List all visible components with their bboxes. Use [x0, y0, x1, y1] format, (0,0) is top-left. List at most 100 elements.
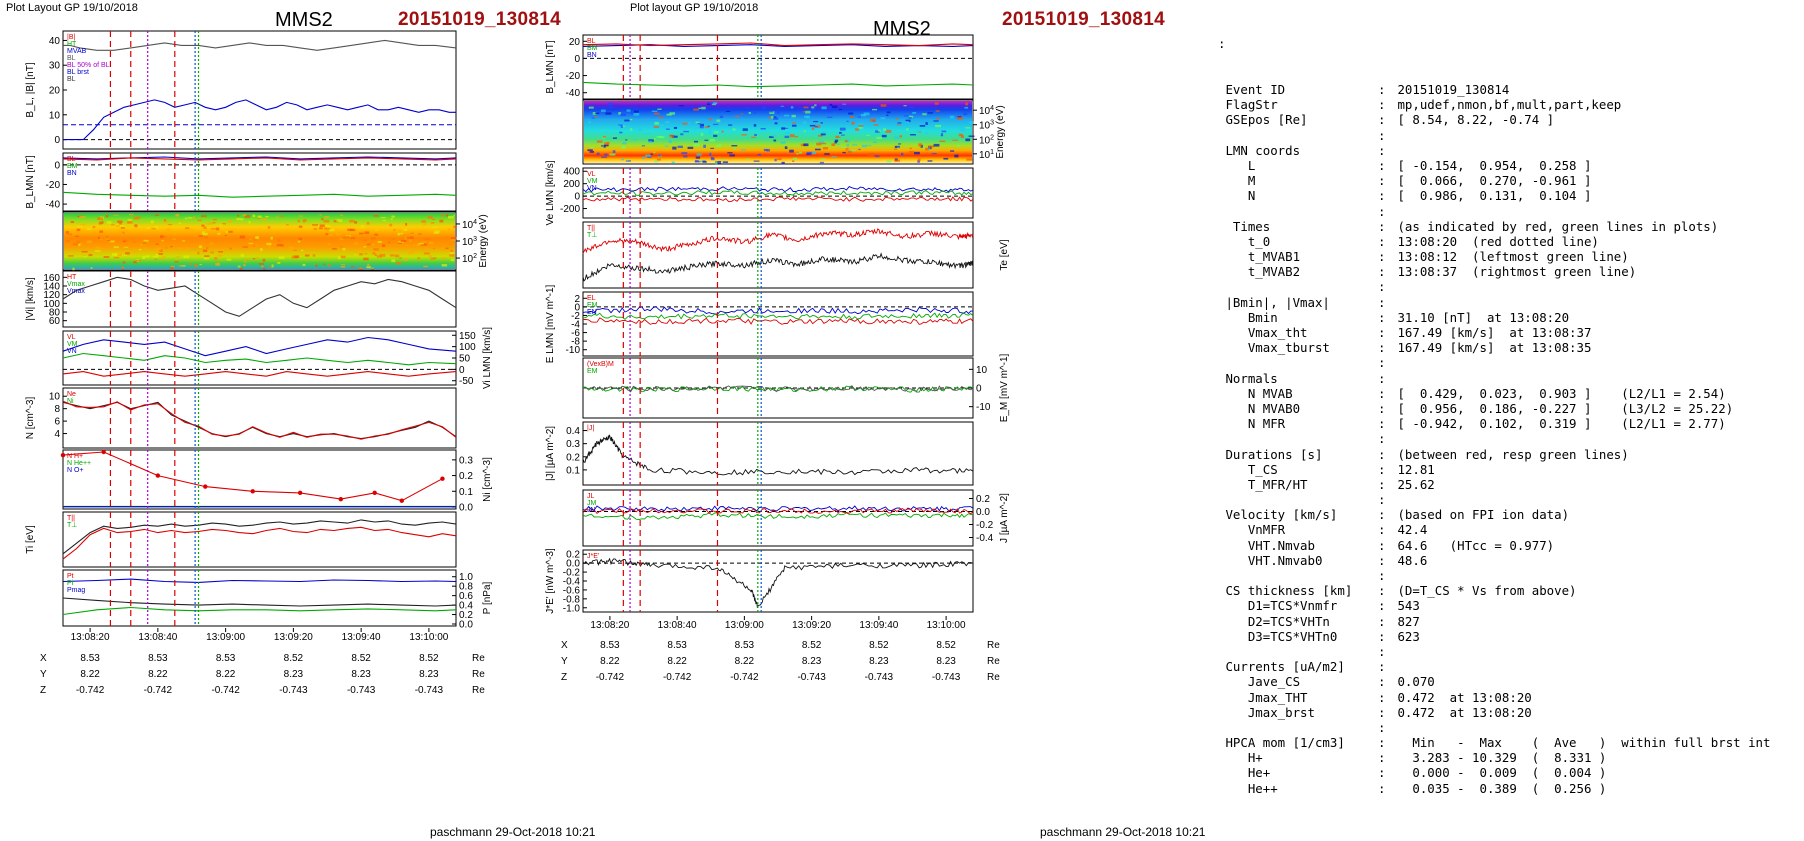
spectrogram-cell — [918, 143, 922, 147]
spectrogram-cell — [773, 117, 779, 120]
spectrogram-cell — [780, 141, 786, 144]
pos-row-label: X — [561, 640, 568, 651]
series-line — [62, 191, 457, 198]
summary-key — [1218, 128, 1378, 143]
spectrogram-cell — [899, 135, 902, 138]
spectrogram-cell — [681, 152, 688, 155]
spectrogram-cell — [606, 132, 609, 134]
spectrogram-cell — [83, 255, 87, 257]
series-line — [63, 39, 457, 51]
summary-row: t_MVAB1: 13:08:12 (leftmost green line) — [1218, 249, 1804, 264]
spectrogram-cell — [146, 227, 151, 229]
summary-row: M: [ 0.066, 0.270, -0.961 ] — [1218, 173, 1804, 188]
subplot-L3: 104 103 102 Energy (eV) — [62, 211, 489, 271]
spectrogram-cell — [784, 146, 788, 150]
spectrogram-cell — [784, 135, 790, 139]
legend-entry: BM — [587, 45, 598, 52]
spectrogram-cell — [958, 133, 963, 137]
spectrogram-cell — [897, 122, 902, 124]
pos-row-label: Y — [40, 669, 47, 680]
spectrogram-cell — [710, 157, 715, 161]
spectrogram-cell — [359, 232, 364, 235]
spectrogram-cell — [185, 247, 188, 250]
summary-row: : — [1218, 355, 1804, 370]
spectrogram-cell — [151, 228, 157, 230]
spectrogram-cell — [249, 238, 252, 240]
spectrogram-cell — [919, 125, 926, 127]
spectrogram-cell — [651, 110, 658, 113]
spectrogram-cell — [312, 254, 316, 257]
summary-key: N MVAB — [1218, 385, 1293, 401]
spectrogram-cell — [683, 130, 689, 133]
summary-colon: : — [1378, 765, 1386, 781]
spectrogram-cell — [886, 111, 891, 114]
spectrogram-cell — [340, 265, 346, 268]
spectrogram-cell — [894, 159, 900, 162]
spectrogram-cell — [371, 267, 374, 270]
summary-value: 827 — [1390, 613, 1420, 629]
spectrogram-cell — [373, 214, 379, 217]
spectrogram-cell — [693, 140, 699, 143]
legend-entry: JM — [587, 500, 597, 507]
spectrogram-cell — [203, 257, 210, 260]
spectrogram-cell — [375, 229, 378, 231]
summary-value — [1390, 295, 1397, 310]
spectrogram-cell — [276, 243, 283, 247]
spectrogram-cell — [760, 127, 766, 130]
spectrogram-cell — [271, 264, 274, 268]
summary-key: Jmax_brst — [1218, 704, 1315, 720]
summary-row: D1=TCS*Vnmfr: 543 — [1218, 598, 1804, 613]
spectrogram-cell — [183, 255, 190, 259]
spectrogram-cell — [811, 151, 817, 155]
spectrogram-cell — [799, 151, 802, 154]
spectrogram-cell — [257, 215, 262, 218]
tick-label: -8 — [571, 337, 580, 348]
spectrogram-cell — [829, 103, 833, 107]
spectrogram-cell — [588, 106, 594, 109]
pos-value: 8.23 — [419, 669, 439, 680]
spectrogram-cell — [450, 237, 457, 240]
summary-colon: : — [1378, 689, 1386, 705]
spectrogram-cell — [350, 237, 356, 239]
subplot-frame — [62, 569, 457, 627]
tick-label: 30 — [49, 61, 61, 72]
summary-value — [1390, 143, 1397, 158]
pos-value: 8.52 — [419, 653, 439, 664]
spectrogram-cell — [657, 108, 662, 110]
spectrogram-cell — [254, 238, 257, 241]
spectrogram-cell — [716, 144, 721, 148]
spectrogram-cell — [406, 237, 410, 239]
summary-key — [1218, 355, 1378, 370]
summary-value — [1390, 204, 1397, 219]
spectrogram-cell — [707, 125, 710, 127]
spectrogram-cell — [619, 131, 623, 134]
pos-value: 8.53 — [600, 640, 620, 651]
spectrogram-cell — [107, 239, 112, 241]
spectrogram-cell — [828, 109, 831, 113]
axis-label: N [cm^-3] — [25, 397, 36, 440]
spectrogram-cell — [119, 222, 122, 225]
spectrogram-cell — [200, 215, 207, 218]
summary-row: D2=TCS*VHTn: 827 — [1218, 614, 1804, 629]
spectrogram-cell — [620, 113, 626, 117]
axis-label: B_LMN [nT] — [545, 40, 556, 94]
pos-value: 8.22 — [148, 669, 168, 680]
summary-colon: : — [1378, 446, 1386, 462]
spectrogram-cell — [90, 267, 93, 269]
legend-entry: BL brst — [67, 69, 89, 76]
summary-value: Min - Max ( Ave ) within full brst int — [1390, 735, 1771, 751]
spectrogram-cell — [184, 217, 188, 220]
spectrogram-cell — [952, 139, 958, 141]
spectrogram-cell — [709, 118, 712, 121]
spectrogram-cell — [968, 135, 975, 137]
spectrogram-cell — [209, 242, 213, 245]
spectrogram-cell — [380, 217, 386, 219]
spectrogram-cell — [106, 221, 112, 224]
spectrogram-cell — [197, 251, 200, 255]
pos-value: -0.743 — [865, 672, 894, 683]
pos-value: 8.52 — [284, 653, 304, 664]
pos-value: 8.23 — [936, 656, 956, 667]
spectrogram-cell — [840, 134, 845, 136]
